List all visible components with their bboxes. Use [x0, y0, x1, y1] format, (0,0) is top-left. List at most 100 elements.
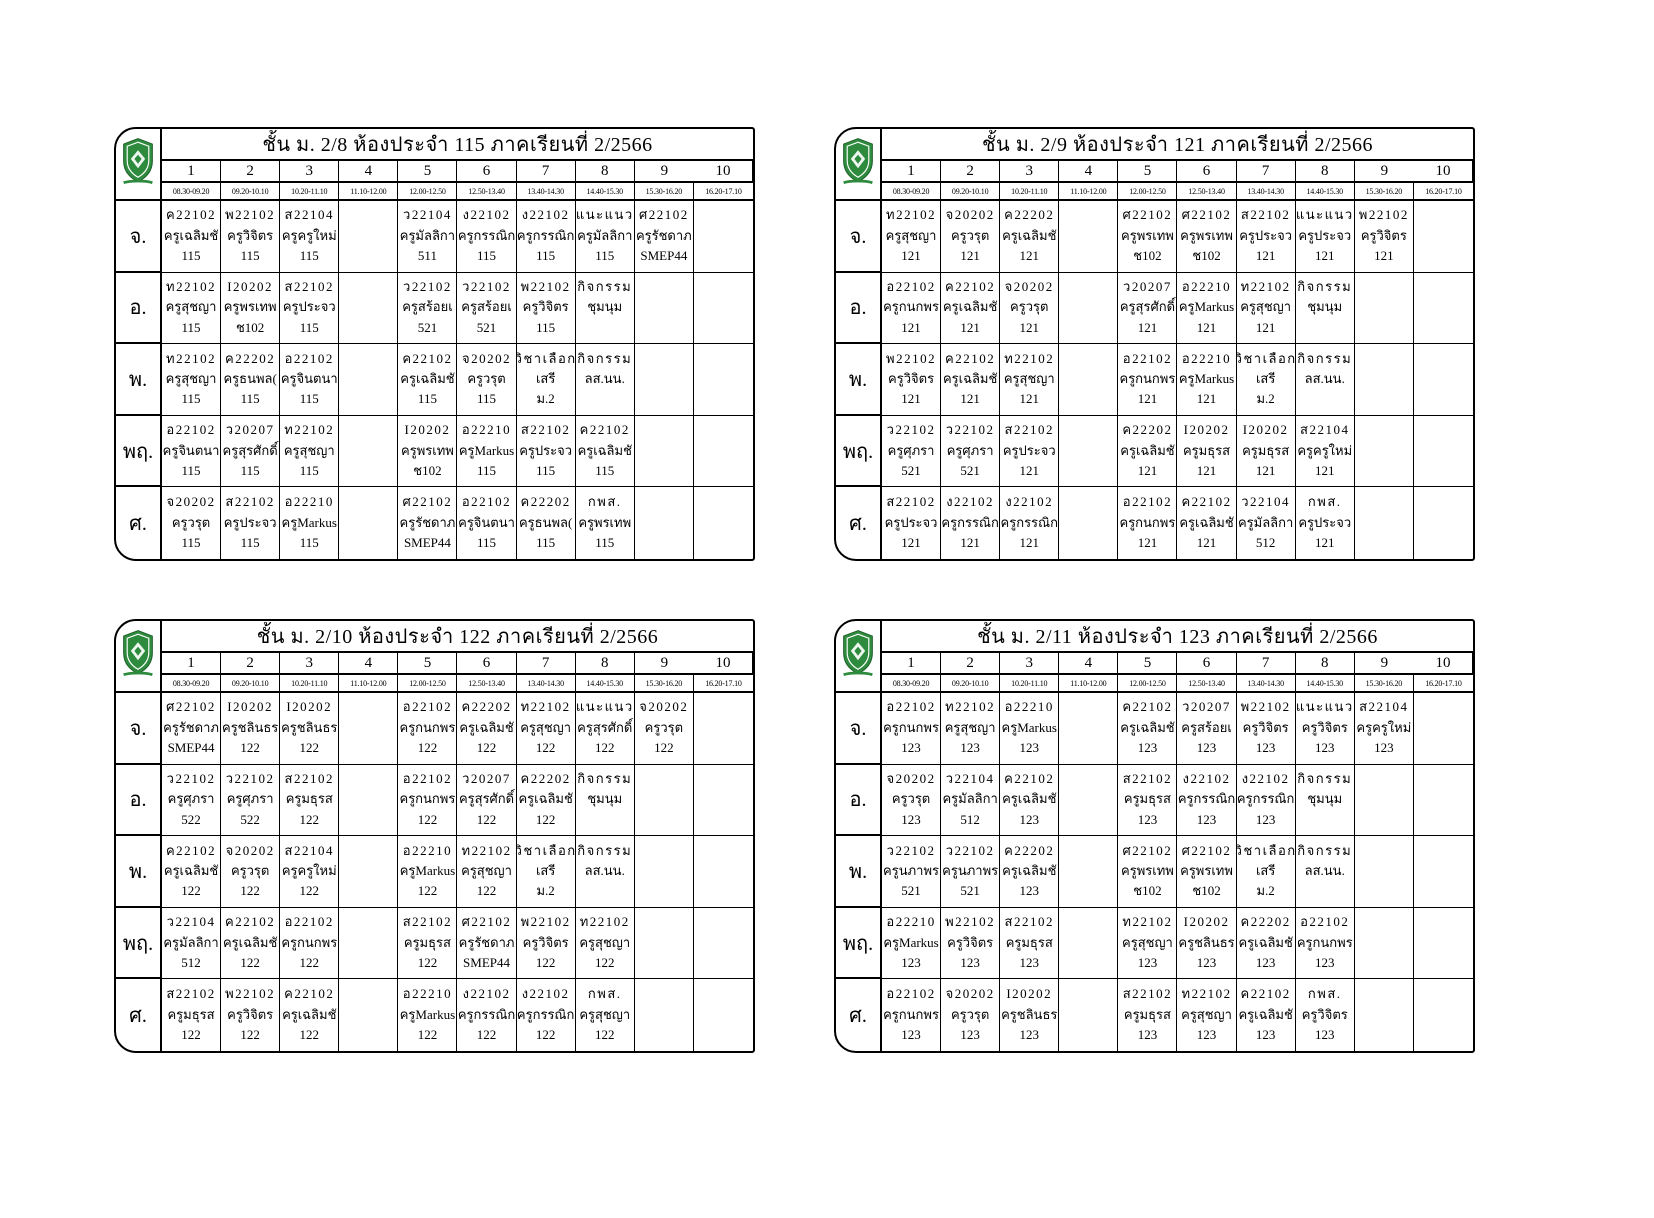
- teacher-name: ครูกรรณิก: [941, 514, 999, 530]
- schedule-cell: ว22102 ครูศุภรา 521: [882, 415, 942, 488]
- subject-code: จ20202: [166, 494, 216, 510]
- teacher-name: ครูเฉลิมชั: [1238, 1006, 1293, 1022]
- schedule-cell: ง22102 ครูกรรณิก 123: [1177, 764, 1237, 837]
- schedule-cell: ส22102 ครูประจว 121: [1236, 201, 1296, 273]
- subject-code: ง22102: [1005, 494, 1054, 510]
- teacher-name: ครูมธุรส: [1242, 442, 1290, 458]
- schedule-cell: พ22102 ครูวิจิตร 121: [882, 344, 942, 416]
- schedule-cell: อ22102 ครูกนกพร 122: [398, 693, 458, 765]
- room-number: ช102: [1133, 883, 1162, 899]
- schedule-cell: อ22210 ครูMarkus 121: [1177, 344, 1237, 416]
- teacher-name: ครูกรรณิก: [1177, 791, 1236, 807]
- room-number: ช102: [413, 462, 442, 478]
- day-label: จ.: [836, 201, 882, 273]
- room-number: 122: [476, 1027, 497, 1043]
- room-number: 115: [240, 248, 260, 264]
- period-time: 12.00-12.50: [398, 183, 458, 201]
- subject-code: ท22102: [579, 914, 630, 930]
- schedule-cell: ค22102 ครูเฉลิมชั 115: [575, 415, 635, 488]
- period-number: 8: [1295, 161, 1355, 183]
- period-number: 10: [693, 653, 753, 675]
- teacher-name: ครูวิจิตร: [522, 934, 569, 950]
- room-number: 123: [1019, 1027, 1039, 1043]
- schedule-cell: [693, 908, 753, 980]
- schedule-cell: [634, 907, 694, 980]
- teacher-name: ครูครูใหม่: [281, 227, 337, 243]
- room-number: 115: [536, 319, 556, 335]
- subject-code: จ20202: [225, 842, 275, 858]
- room-number: 115: [299, 248, 319, 264]
- period-time: 11.10-12.00: [1059, 675, 1119, 693]
- teacher-name: ครูวิจิตร: [1360, 227, 1407, 243]
- subject-code: ค22202: [1240, 914, 1291, 930]
- teacher-name: ครูเฉลิมชั: [400, 370, 455, 386]
- room-number: 115: [477, 462, 497, 478]
- subject-code: ส22102: [1122, 986, 1173, 1002]
- schedule-cell: ท22102 ครูสุชญา 115: [162, 344, 222, 416]
- day-label: พฤ.: [116, 415, 162, 488]
- room-number: 121: [1196, 535, 1217, 551]
- teacher-name: ครูนภาพร: [942, 862, 999, 878]
- room-number: 522: [240, 811, 260, 827]
- period-number: 10: [693, 161, 753, 183]
- schedule-cell: [339, 979, 399, 1051]
- teacher-name: ครูMarkus: [281, 514, 337, 530]
- period-number: 8: [1295, 653, 1355, 675]
- subject-code: อ22102: [1122, 350, 1173, 366]
- teacher-name: ครูพรเทพ: [401, 442, 454, 458]
- schedule-cell: [1355, 487, 1414, 559]
- teacher-name: ครูเฉลิมชั: [1002, 227, 1057, 243]
- room-number: 122: [240, 1027, 260, 1043]
- schedule-cell: พ22102 ครูวิจิตร 115: [516, 272, 576, 345]
- period-time: 13.40-14.30: [516, 675, 576, 693]
- teacher-name: ครูประจว: [282, 299, 336, 315]
- subject-code: ค22102: [165, 842, 217, 858]
- schedule-cell: แนะแนว ครูสุรศักดิ์ 122: [575, 693, 635, 765]
- subject-code: I20202: [227, 699, 274, 715]
- subject-code: I20202: [1183, 914, 1230, 930]
- period-time: 14.40-15.30: [1295, 675, 1355, 693]
- schedule-cell: [1354, 415, 1414, 488]
- schedule-cell: ส22102 ครูประจว 115: [516, 415, 576, 488]
- teacher-name: ครูกรรณิก: [516, 227, 575, 243]
- room-number: 121: [1314, 248, 1335, 264]
- subject-code: ส22102: [1122, 770, 1173, 786]
- subject-code: ค22202: [1004, 842, 1055, 858]
- period-time: 08.30-09.20: [882, 183, 942, 201]
- schedule-cell: I20202 ครูชลินธร 122: [221, 693, 281, 765]
- period-time: 15.30-16.20: [634, 675, 694, 693]
- schedule-cell: วิชาเลือก เสรี ม.2: [1236, 344, 1296, 416]
- period-time: 16.20-17.10: [1413, 675, 1473, 693]
- room-number: 122: [476, 811, 497, 827]
- subject-code: ว22102: [462, 278, 511, 294]
- room-number: 115: [536, 462, 556, 478]
- teacher-name: ครูมธุรส: [1123, 791, 1171, 807]
- schedule-cell: [1059, 344, 1119, 416]
- schedule-cell: แนะแนว ครูมัลลิกา 115: [575, 201, 635, 273]
- subject-code: แนะแนว: [575, 207, 634, 223]
- day-label: จ.: [116, 693, 162, 765]
- schedule-cell: [339, 415, 399, 488]
- schedule-cell: อ22210 ครูMarkus 115: [280, 487, 340, 559]
- schedule-cell: ว22102 ครูสร้อยเ 521: [398, 272, 458, 345]
- room-number: SMEP44: [403, 535, 451, 551]
- subject-code: กิจกรรม: [577, 350, 633, 366]
- schedule-cell: I20202 ครูชลินธร 123: [1000, 979, 1060, 1051]
- teacher-name: ครูสุชญา: [165, 299, 217, 315]
- schedule-cell: อ22210 ครูMarkus 121: [1177, 272, 1237, 345]
- subject-code: ง22102: [521, 986, 570, 1002]
- teacher-name: ครูสร้อยเ: [402, 299, 453, 315]
- schedule-cell: [1413, 273, 1473, 345]
- schedule-cell: [634, 272, 694, 345]
- schedule-cell: กิจกรรม ลส.นน.: [575, 836, 635, 908]
- schedule-cell: ส22102 ครูประจว 115: [280, 272, 340, 345]
- teacher-name: ครูเฉลิมชั: [1120, 719, 1175, 735]
- schedule-cell: [1059, 979, 1119, 1051]
- room-number: 122: [594, 954, 615, 970]
- schedule-cell: จ20202 ครูวรุต 121: [1000, 272, 1060, 345]
- room-number: 521: [901, 462, 921, 478]
- room-number: 121: [1019, 319, 1039, 335]
- subject-code: ท22102: [1004, 350, 1055, 366]
- period-time: 16.20-17.10: [693, 183, 753, 201]
- room-number: ช102: [235, 319, 265, 335]
